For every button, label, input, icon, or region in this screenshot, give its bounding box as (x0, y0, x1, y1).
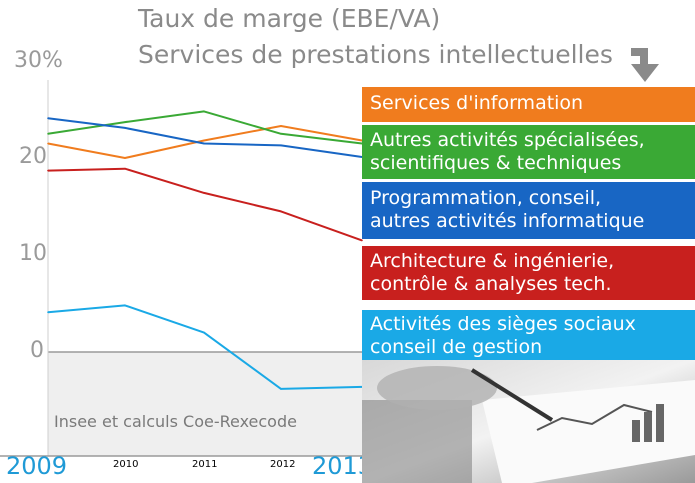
legend-label-line-1: Programmation, conseil, (370, 187, 602, 209)
data-point-3-3 (280, 210, 282, 213)
legend-label-line-1: Architecture & ingénierie, (370, 250, 615, 272)
legend-label-line-1: Activités des sièges sociaux (370, 313, 636, 335)
data-point-1-0 (47, 133, 49, 135)
data-point-4-0 (47, 311, 49, 314)
y-tick-label-0: 0 (30, 338, 44, 363)
series-line-1 (47, 110, 363, 145)
data-point-2-1 (124, 127, 126, 129)
data-point-4-1 (124, 304, 126, 307)
legend-label-line-1: Autres activités spécialisées, (370, 129, 645, 151)
negative-zone (48, 352, 362, 456)
legend-item-services-information: Services d'information (362, 87, 695, 122)
x-tick-label-2011: 2011 (192, 459, 218, 470)
legend-item-architecture-ingenierie: Architecture & ingénierie, contrôle & an… (362, 246, 695, 300)
y-tick-label-10: 10 (19, 241, 47, 266)
legend-item-programmation-conseil: Programmation, conseil, autres activités… (362, 182, 695, 239)
series-layer (47, 110, 363, 390)
data-point-0-2 (203, 139, 205, 142)
data-point-0-3 (280, 125, 282, 127)
chart-title-line-1: Taux de marge (EBE/VA) (138, 4, 441, 33)
series-line-0 (47, 125, 363, 159)
source-note: Insee et calculs Coe-Rexecode (54, 412, 297, 431)
data-point-1-2 (203, 110, 205, 113)
legend-label-line-2: conseil de gestion (370, 336, 543, 358)
legend-item-sieges-sociaux: Activités des sièges sociaux conseil de … (362, 310, 695, 364)
series-line-3 (47, 167, 363, 242)
down-arrow-icon (631, 48, 659, 82)
data-point-3-4 (361, 239, 363, 242)
data-point-2-0 (47, 117, 49, 119)
legend-label-line-2: contrôle & analyses tech. (370, 273, 612, 295)
y-tick-label-30: 30% (14, 48, 63, 73)
data-point-3-1 (124, 167, 126, 170)
legend-item-activites-specialisees: Autres activités spécialisées, scientifi… (362, 125, 695, 179)
x-tick-label-2012: 2012 (270, 459, 296, 470)
legend-label-line-2: scientifiques & techniques (370, 152, 622, 174)
data-point-1-3 (280, 133, 282, 135)
data-point-1-1 (124, 121, 126, 123)
data-point-0-0 (47, 142, 49, 145)
x-tick-label-2010: 2010 (113, 459, 139, 470)
y-tick-label-20: 20 (19, 144, 47, 169)
data-point-4-3 (280, 388, 282, 390)
data-point-4-2 (203, 331, 205, 334)
data-point-2-2 (203, 142, 205, 145)
legend-label: Services d'information (370, 92, 584, 114)
data-point-0-1 (124, 157, 126, 159)
data-point-3-0 (47, 169, 49, 172)
legend-label-line-2: autres activités informatique (370, 210, 645, 232)
chart-title-line-2: Services de prestations intellectuelles (138, 40, 613, 69)
data-point-2-3 (280, 144, 282, 147)
data-point-3-2 (203, 192, 205, 194)
x-tick-label-2009: 2009 (6, 452, 68, 480)
background-photo (362, 360, 695, 483)
